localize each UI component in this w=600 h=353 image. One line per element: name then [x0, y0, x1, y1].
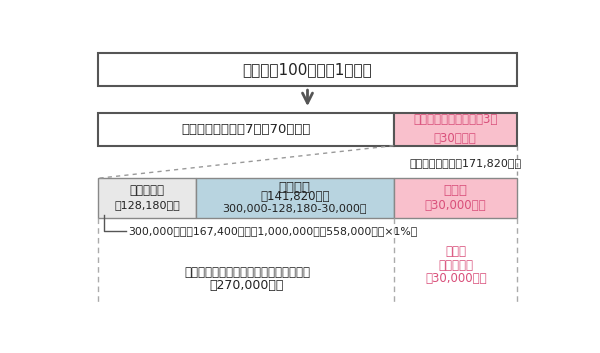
Bar [394, 113, 517, 146]
Text: 付加給付: 付加給付 [279, 181, 311, 194]
Text: 病院窓口での自己負担3割
（30万円）: 病院窓口での自己負担3割 （30万円） [413, 113, 497, 145]
Text: （141,820円）: （141,820円） [260, 190, 329, 203]
Text: 健康保険組合負担7割（70万円）: 健康保険組合負担7割（70万円） [181, 123, 311, 136]
Text: 総医療費100万円（1カ月）: 総医療費100万円（1カ月） [242, 62, 373, 77]
Bar [98, 178, 196, 218]
Text: （30,000円）: （30,000円） [424, 199, 486, 212]
Text: 〈30,000円〉: 〈30,000円〉 [425, 272, 487, 285]
Text: 300,000-128,180-30,000円: 300,000-128,180-30,000円 [223, 203, 367, 213]
Bar [196, 178, 394, 218]
Text: 300,000円－（167,400円＋（1,000,000円－558,000円）×1%）: 300,000円－（167,400円＋（1,000,000円－558,000円）… [128, 226, 418, 236]
Text: 控除額: 控除額 [443, 184, 467, 197]
Text: 自己負担限度額（171,820円）: 自己負担限度額（171,820円） [409, 158, 521, 168]
Bar [394, 178, 517, 218]
Text: 〈270,000円〉: 〈270,000円〉 [210, 279, 284, 292]
Text: 後で健康保険組合から払い戻しされる額: 後で健康保険組合から払い戻しされる額 [184, 265, 310, 279]
Text: 実際の: 実際の [446, 245, 467, 258]
Text: （128,180円）: （128,180円） [114, 200, 180, 210]
Bar [98, 53, 517, 86]
Bar [98, 113, 394, 146]
Text: 高額療養費: 高額療養費 [130, 184, 164, 197]
Text: 自己負担額: 自己負担額 [439, 259, 474, 272]
